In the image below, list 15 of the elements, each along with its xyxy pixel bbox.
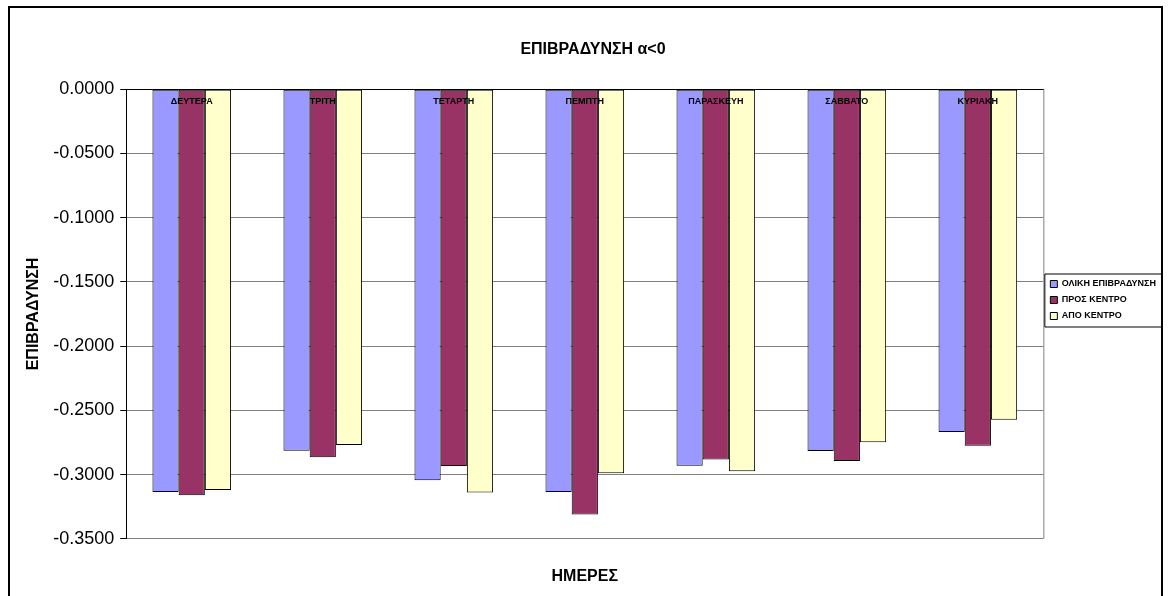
legend-label: ΟΛΙΚΗ ΕΠΙΒΡΑΔΥΝΣΗ: [1061, 278, 1156, 289]
y-tick-label: -0.1500: [53, 270, 115, 291]
y-axis-title: ΕΠΙΒΡΑΔΥΝΣΗ: [24, 257, 42, 371]
x-axis-title: ΗΜΕΡΕΣ: [551, 566, 619, 584]
y-tick-label: -0.0500: [53, 142, 115, 163]
y-tick-label: -0.3500: [53, 527, 115, 548]
legend-label: ΠΡΟΣ ΚΕΝΤΡΟ: [1061, 294, 1127, 305]
legend-label: ΑΠΟ ΚΕΝΤΡΟ: [1061, 310, 1122, 321]
chart-title: ΕΠΙΒΡΑΔΥΝΣΗ α<0: [520, 40, 666, 58]
y-tick-label: -0.1000: [53, 206, 115, 227]
y-tick-label: -0.3000: [53, 463, 115, 484]
y-tick-label: -0.2000: [53, 335, 115, 356]
y-tick-label: 0.0000: [59, 78, 115, 99]
y-tick-label: -0.2500: [53, 399, 115, 420]
x-tick-label: ΤΡΙΤΗ: [309, 95, 336, 106]
